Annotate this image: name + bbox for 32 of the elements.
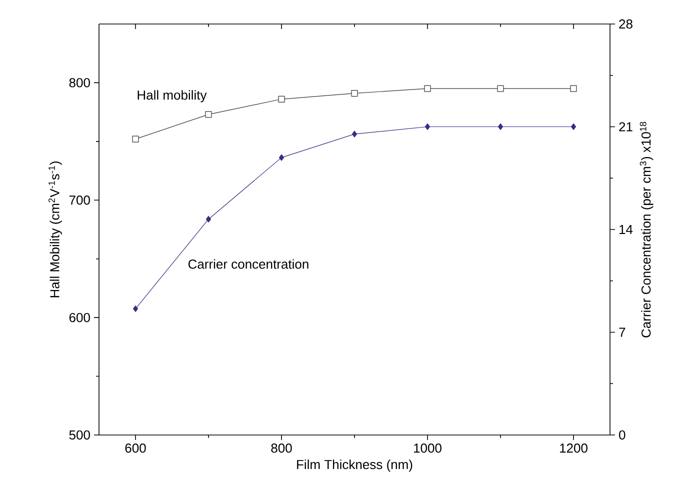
series-label: Carrier concentration [188,259,308,269]
point [497,85,504,92]
point [206,216,212,223]
point [132,305,138,312]
x-tick-label: 800 [271,444,292,453]
series-label: Hall mobility [138,90,207,102]
y2-tick-label: 14 [620,225,633,234]
y-tick-label: 800 [69,78,90,88]
y-tick-label: 500 [69,430,90,440]
y-tick-label: 600 [69,312,90,322]
y2-axis-title: Carrier Concentration (per cm$^{3}$) x10$^{18}$ [640,122,654,338]
point [205,111,212,118]
y2-tick-label: 7 [619,328,626,337]
point [278,96,285,102]
point [352,130,358,138]
y2-tick-label: 21 [619,122,632,132]
point [278,154,284,161]
point [570,85,577,92]
y-tick-label: 700 [69,196,90,205]
x-axis-title: Film Thickness (nm) [297,460,412,472]
point [424,85,431,92]
point [498,123,504,130]
y-axis-title: Hall Mobility (cm$^{2}$V$^{-1}$s$^{-1}$) [48,161,62,298]
point [424,123,430,130]
y2-tick-label: 0 [619,430,626,440]
point [570,123,576,130]
x-tick-label: 1000 [414,444,442,453]
point [132,136,139,142]
y2-tick-label: 28 [619,19,632,29]
x-tick-label: 600 [125,444,146,453]
point [351,90,358,97]
x-tick-label: 1200 [560,444,588,453]
